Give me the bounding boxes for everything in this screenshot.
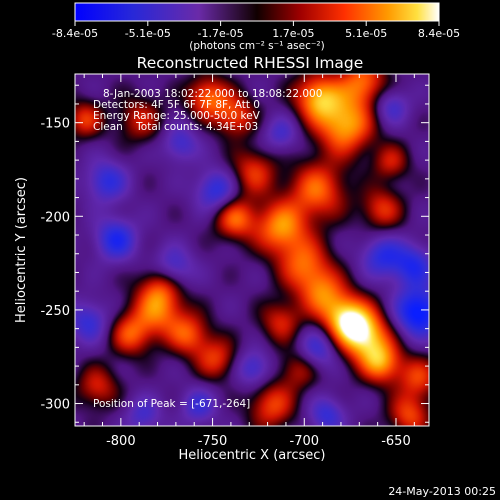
peak-position-label: Position of Peak = [-671,-264]	[93, 398, 250, 410]
observation-info: 8-Jan-2003 18:02:22.000 to 18:08:22.000 …	[93, 88, 322, 133]
y-tick-label: -150	[40, 117, 70, 132]
heatmap-canvas-holder	[75, 74, 429, 426]
y-tick-label: -200	[40, 210, 70, 225]
heatmap-image	[75, 74, 429, 426]
colorbar-tick-label: -8.4e-05	[52, 27, 98, 40]
info-clean-counts: Clean Total counts: 4.34E+03	[93, 121, 258, 133]
y-axis-label: Heliocentric Y (arcsec)	[14, 177, 29, 323]
plot-border	[74, 73, 430, 427]
colorbar: -8.4e-05 -5.1e-05 -1.7e-05 1.7e-05 5.1e-…	[52, 2, 460, 52]
colorbar-tick-label: -1.7e-05	[197, 27, 243, 40]
colorbar-gradient	[74, 2, 440, 22]
colorbar-tick-label: -5.1e-05	[125, 27, 171, 40]
colorbar-tick-label: 5.1e-05	[345, 27, 387, 40]
x-tick-label: -750	[198, 434, 228, 449]
info-time-range: 8-Jan-2003 18:02:22.000 to 18:08:22.000	[103, 88, 322, 100]
footer-timestamp: 24-May-2013 00:25	[388, 485, 496, 498]
colorbar-units-label: (photons cm⁻² s⁻¹ asec⁻²)	[189, 40, 324, 52]
info-energy-range: Energy Range: 25.000-50.0 keV	[93, 110, 261, 122]
y-tick-label: -250	[40, 304, 70, 319]
y-tick-label: -300	[40, 398, 70, 413]
image-frame	[74, 73, 430, 427]
colorbar-tick-label: 8.4e-05	[418, 27, 460, 40]
colorbar-ticks	[74, 21, 440, 26]
x-axis-label: Heliocentric X (arcsec)	[179, 448, 326, 463]
axes: -800 -750 -700 -650 -300 -250 -200 -150	[40, 74, 429, 449]
colorbar-tick-label: 1.7e-05	[272, 27, 314, 40]
chart-title: Reconstructed RHESSI Image	[137, 54, 364, 72]
info-detectors: Detectors: 4F 5F 6F 7F 8F, Att 0	[93, 99, 260, 111]
x-tick-label: -650	[381, 434, 411, 449]
x-tick-label: -700	[290, 434, 320, 449]
x-tick-label: -800	[106, 434, 136, 449]
